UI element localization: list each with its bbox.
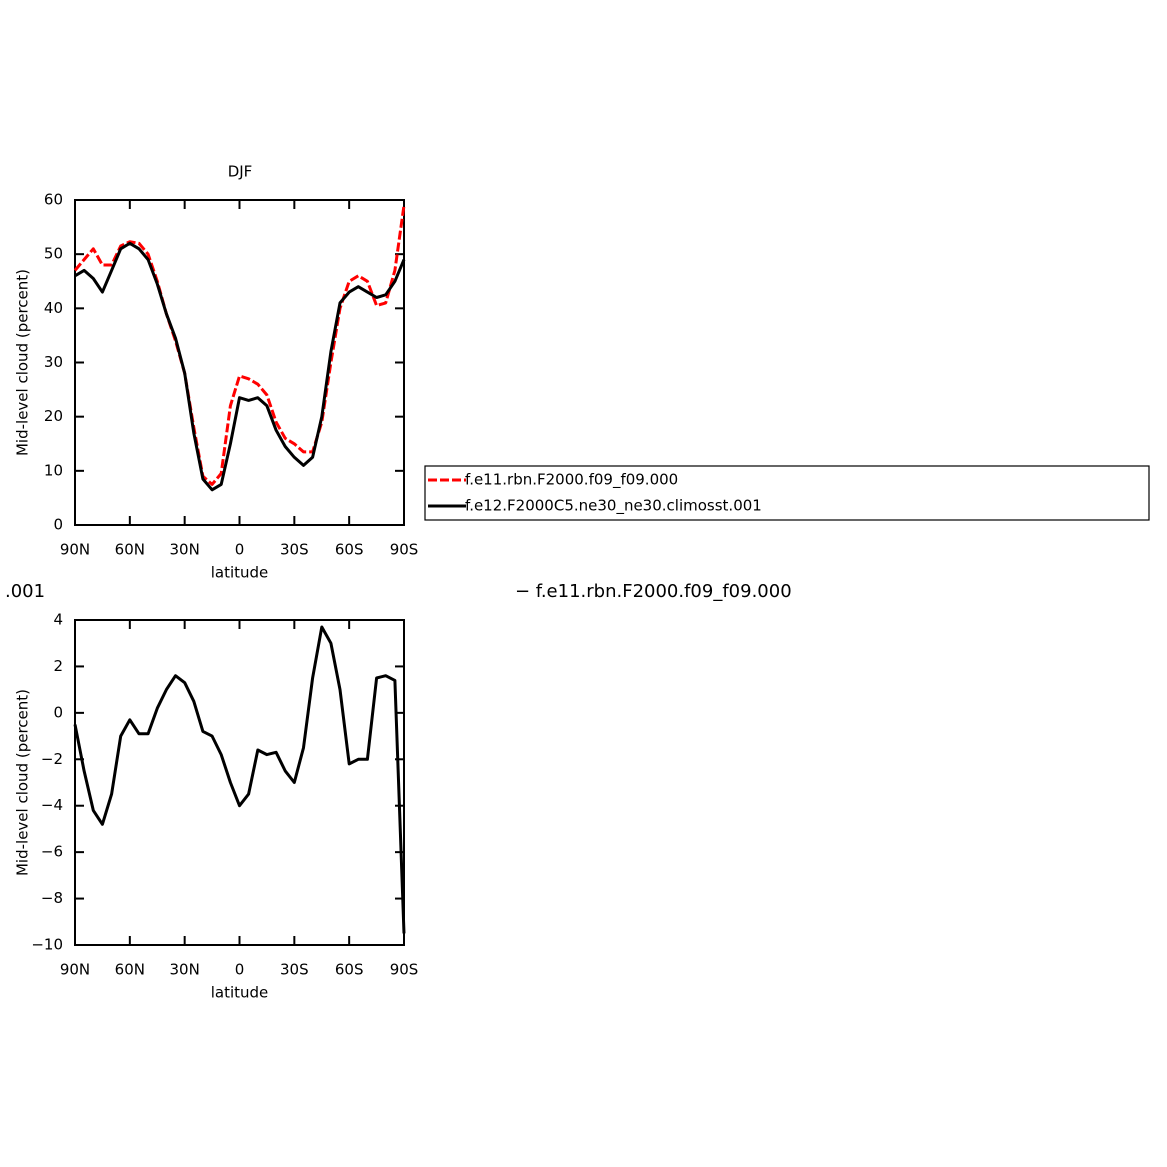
x-axis-label: latitude	[211, 564, 269, 582]
y-tick-label: 10	[44, 461, 63, 479]
x-tick-label: 0	[235, 541, 245, 559]
x-tick-label: 90N	[60, 541, 90, 559]
x-tick-label: 60N	[115, 961, 145, 979]
x-tick-label: 30S	[280, 961, 309, 979]
y-tick-label: 30	[44, 353, 63, 371]
y-tick-label: 40	[44, 299, 63, 317]
y-tick-label: 0	[53, 703, 63, 721]
y-tick-label: 60	[44, 191, 63, 209]
y-tick-label: 20	[44, 407, 63, 425]
chart-title: DJF	[228, 163, 253, 181]
x-tick-label: 90N	[60, 961, 90, 979]
x-tick-label: 0	[235, 961, 245, 979]
series-line	[74, 241, 406, 492]
x-tick-label: 60S	[335, 541, 364, 559]
x-axis-label: latitude	[211, 984, 269, 1002]
series-line	[73, 625, 406, 934]
y-tick-label: 4	[53, 611, 63, 629]
x-tick-label: 60N	[115, 541, 145, 559]
x-tick-label: 30N	[170, 961, 200, 979]
series-line	[73, 205, 406, 486]
y-tick-label: −2	[41, 750, 63, 768]
y-tick-label: −8	[41, 889, 63, 907]
y-tick-label: −6	[41, 843, 63, 861]
subtitle-right: − f.e11.rbn.F2000.f09_f09.000	[515, 581, 792, 602]
y-axis-label: Mid-level cloud (percent)	[14, 689, 32, 876]
legend-box	[424, 465, 1150, 521]
y-axis-label: Mid-level cloud (percent)	[14, 269, 32, 456]
subtitle-left: .001	[5, 581, 45, 602]
y-tick-label: −4	[41, 796, 63, 814]
x-tick-label: 90S	[390, 541, 419, 559]
x-tick-label: 60S	[335, 961, 364, 979]
x-tick-label: 90S	[390, 961, 419, 979]
y-tick-label: 50	[44, 245, 63, 263]
x-tick-label: 30N	[170, 541, 200, 559]
legend-label: f.e11.rbn.F2000.f09_f09.000	[465, 471, 678, 490]
y-tick-label: 0	[53, 516, 63, 534]
x-tick-label: 30S	[280, 541, 309, 559]
y-tick-label: −10	[31, 936, 63, 954]
y-tick-label: 2	[53, 657, 63, 675]
legend-label: f.e12.F2000C5.ne30_ne30.climosst.001	[465, 497, 762, 516]
